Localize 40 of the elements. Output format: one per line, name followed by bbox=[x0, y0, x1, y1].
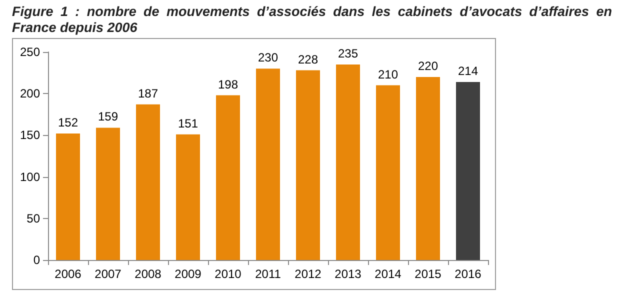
bar bbox=[176, 134, 200, 260]
data-label: 228 bbox=[298, 52, 318, 66]
x-tick-label: 2006 bbox=[54, 267, 82, 281]
x-tick-label: 2012 bbox=[294, 267, 322, 281]
x-tick-label: 2013 bbox=[334, 267, 362, 281]
x-tick-label: 2008 bbox=[134, 267, 162, 281]
bar bbox=[456, 82, 480, 260]
y-tick-label: 100 bbox=[20, 170, 40, 184]
y-tick-label: 200 bbox=[20, 86, 40, 101]
bar bbox=[256, 68, 280, 260]
bar bbox=[56, 134, 80, 260]
x-tick-label: 2014 bbox=[374, 267, 402, 281]
data-label: 230 bbox=[258, 50, 278, 65]
bar bbox=[376, 85, 400, 260]
data-label: 235 bbox=[338, 46, 358, 60]
y-tick-label: 0 bbox=[33, 253, 40, 267]
bar bbox=[296, 70, 320, 260]
data-label: 220 bbox=[418, 58, 438, 73]
data-label: 151 bbox=[178, 116, 198, 130]
data-label: 159 bbox=[98, 110, 118, 124]
x-tick-label: 2010 bbox=[214, 267, 242, 281]
chart-title: Figure 1 : nombre de mouvements d’associés dans les cabinets d’avocats d’affaires en France depuis 2006 bbox=[12, 4, 612, 36]
y-tick-label: 250 bbox=[20, 45, 40, 59]
y-tick-label: 50 bbox=[26, 211, 40, 226]
x-tick-label: 2015 bbox=[414, 267, 442, 281]
data-label: 187 bbox=[138, 86, 158, 100]
bar bbox=[336, 64, 360, 260]
data-label: 210 bbox=[378, 67, 398, 82]
x-tick-label: 2016 bbox=[454, 267, 482, 281]
bar bbox=[96, 128, 120, 260]
x-tick-label: 2011 bbox=[255, 267, 282, 281]
bar bbox=[136, 104, 160, 260]
data-label: 198 bbox=[218, 77, 238, 92]
data-label: 214 bbox=[458, 64, 478, 78]
bar bbox=[416, 76, 440, 260]
y-tick-label: 150 bbox=[20, 128, 40, 142]
data-label: 152 bbox=[58, 116, 78, 130]
bar bbox=[216, 95, 240, 260]
x-tick-label: 2009 bbox=[174, 267, 202, 281]
x-tick-label: 2007 bbox=[94, 267, 122, 281]
